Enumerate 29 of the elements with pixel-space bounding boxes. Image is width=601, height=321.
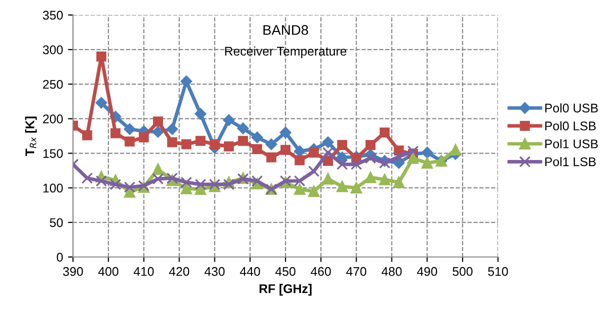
- legend-label: Pol0 USB: [545, 103, 598, 112]
- y-tick-label: 350: [42, 10, 63, 20]
- x-tick-label: 410: [134, 267, 154, 276]
- x-tick-label: 420: [169, 267, 190, 276]
- legend-label: Pol0 LSB: [545, 121, 596, 130]
- x-tick-label: 460: [310, 267, 331, 276]
- y-tick-label: 100: [43, 184, 63, 193]
- text: BAND8: [263, 25, 308, 35]
- x-tick-label: 400: [98, 267, 118, 276]
- y-axis-title: T$_{Rx}$ [K]: [25, 116, 37, 156]
- legend-label: Pol1 USB: [545, 139, 598, 148]
- x-tick-label: 450: [275, 267, 296, 276]
- x-tick-label: 440: [240, 267, 260, 276]
- y-tick-label: 50: [50, 218, 63, 228]
- x-tick-label: 480: [382, 267, 402, 276]
- y-tick-label: 150: [43, 149, 63, 158]
- y-tick-label: 250: [43, 80, 63, 89]
- x-tick-label: 510: [488, 267, 508, 276]
- y-tick-label: 300: [42, 45, 63, 54]
- x-tick-label: 470: [346, 267, 366, 276]
- x-axis-title: RF [GHz]: [260, 284, 312, 296]
- y-tick-label: 0: [56, 252, 63, 262]
- text: Receiver Temperature: [225, 46, 346, 58]
- x-tick-label: 390: [63, 267, 83, 276]
- x-tick-label: 500: [452, 267, 473, 276]
- legend-label: Pol1 LSB: [545, 157, 596, 166]
- x-tick-label: 490: [417, 267, 438, 276]
- x-tick-label: 430: [204, 267, 225, 276]
- y-tick-label: 200: [43, 114, 63, 124]
